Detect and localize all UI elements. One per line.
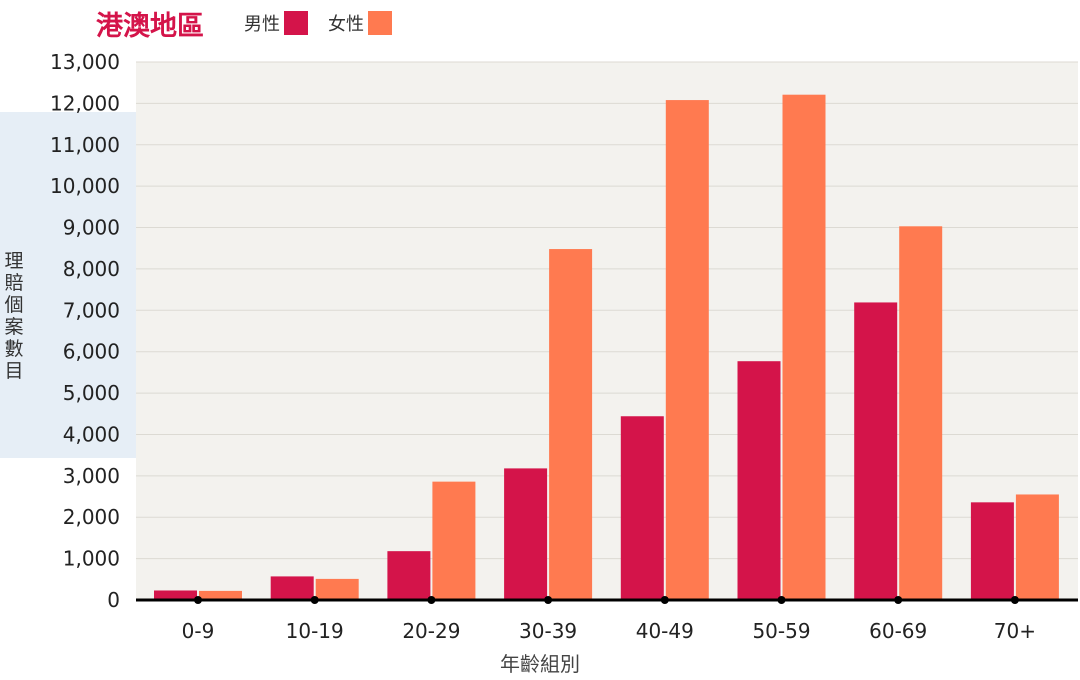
bar-male-0-9 — [154, 590, 197, 600]
y-tick-label: 7,000 — [63, 298, 120, 322]
x-tick-label: 70+ — [994, 619, 1036, 643]
chart-title: 港澳地區 — [96, 11, 204, 42]
x-tick-label: 40-49 — [636, 619, 694, 643]
x-tick-label: 30-39 — [519, 619, 577, 643]
bar-female-30-39 — [549, 249, 593, 600]
y-tick-label: 3,000 — [63, 464, 120, 488]
bar-female-40-49 — [665, 100, 709, 600]
y-tick-label: 0 — [107, 588, 120, 612]
y-tick-label: 2,000 — [63, 505, 120, 529]
y-tick-label: 6,000 — [63, 340, 120, 364]
bar-male-40-49 — [620, 416, 664, 600]
legend-swatch-male — [284, 11, 308, 35]
bar-male-20-29 — [387, 551, 431, 600]
bar-female-70+ — [1015, 494, 1059, 600]
bar-male-10-19 — [270, 576, 314, 600]
bar-female-60-69 — [899, 226, 943, 600]
y-tick-label: 10,000 — [50, 174, 120, 198]
y-tick-label: 9,000 — [63, 216, 120, 240]
y-tick-label: 4,000 — [63, 422, 120, 446]
x-axis-label: 年齡組別 — [500, 652, 580, 676]
y-tick-label: 5,000 — [63, 381, 120, 405]
y-tick-label: 1,000 — [63, 547, 120, 571]
legend-item-male: 男性 — [244, 10, 308, 36]
y-tick-label: 8,000 — [63, 257, 120, 281]
bar-male-50-59 — [737, 361, 781, 600]
y-tick-label: 12,000 — [50, 91, 120, 115]
bar-female-10-19 — [315, 578, 359, 600]
legend-label-male: 男性 — [244, 14, 280, 35]
x-tick-label: 20-29 — [402, 619, 460, 643]
bar-male-60-69 — [854, 302, 898, 600]
bar-male-70+ — [970, 502, 1014, 600]
y-axis-label: 理賠個案數目 — [4, 250, 24, 382]
bar-female-0-9 — [199, 590, 242, 600]
x-tick-label: 50-59 — [752, 619, 810, 643]
x-tick-label: 10-19 — [286, 619, 344, 643]
legend-label-female: 女性 — [328, 14, 364, 35]
y-tick-label: 11,000 — [50, 133, 120, 157]
legend-item-female: 女性 — [328, 10, 392, 36]
x-tick-label: 60-69 — [869, 619, 927, 643]
x-tick-label: 0-9 — [182, 619, 215, 643]
y-axis-label-band — [0, 112, 136, 458]
bar-female-20-29 — [432, 481, 476, 600]
y-tick-label: 13,000 — [50, 50, 120, 74]
bar-male-30-39 — [504, 468, 548, 600]
legend-swatch-female — [368, 11, 392, 35]
bar-female-50-59 — [782, 94, 826, 600]
